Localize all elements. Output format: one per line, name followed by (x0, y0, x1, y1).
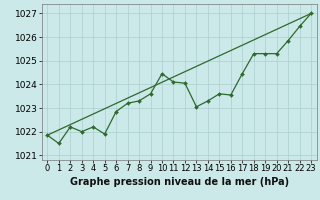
X-axis label: Graphe pression niveau de la mer (hPa): Graphe pression niveau de la mer (hPa) (70, 177, 289, 187)
